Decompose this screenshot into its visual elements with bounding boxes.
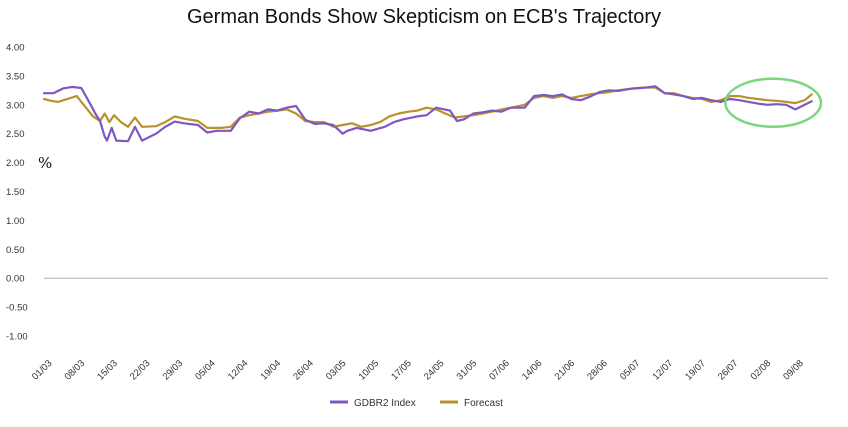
y-tick-label: 3.50 xyxy=(6,71,25,82)
y-tick-label: 1.00 xyxy=(6,216,25,227)
legend-label-gdbr2-index: GDBR2 Index xyxy=(354,398,416,409)
series-line-gdbr2-index xyxy=(42,85,813,143)
annotations xyxy=(724,77,823,129)
x-tick-label: 24/05 xyxy=(422,358,447,383)
series-line-forecast xyxy=(42,86,813,129)
x-tick-label: 07/06 xyxy=(487,358,512,383)
x-tick-label: 03/05 xyxy=(324,358,349,383)
y-tick-label: 0.50 xyxy=(6,245,25,256)
y-tick-label: -1.00 xyxy=(6,332,28,343)
highlight-ellipse xyxy=(724,77,823,129)
y-axis-ticks: 4.00 3.50 3.00 2.50 2.00 1.50 1.00 0.50 0.00 -0.5… xyxy=(6,43,28,343)
y-tick-label: 4.00 xyxy=(6,43,25,54)
series-lines xyxy=(42,85,813,143)
x-tick-label: 09/08 xyxy=(781,358,806,383)
x-tick-label: 02/08 xyxy=(749,358,774,383)
y-tick-label: 3.00 xyxy=(6,100,25,111)
chart-title: German Bonds Show Skepticism on ECB's Tr… xyxy=(186,6,661,28)
y-axis-unit-label: % xyxy=(38,154,52,172)
x-tick-label: 12/07 xyxy=(651,358,676,383)
y-tick-label: 2.50 xyxy=(6,129,25,140)
x-tick-label: 08/03 xyxy=(63,358,88,383)
x-tick-label: 12/04 xyxy=(226,358,251,383)
y-tick-label: -0.50 xyxy=(6,303,28,314)
legend-label-forecast: Forecast xyxy=(464,398,503,409)
y-tick-label: 1.50 xyxy=(6,187,25,198)
legend: GDBR2 Index Forecast xyxy=(330,398,503,409)
x-tick-label: 17/05 xyxy=(389,358,414,383)
x-axis-ticks: 01/03 08/03 15/03 22/03 29/03 05/04 12/04 19/04… xyxy=(30,358,806,383)
x-tick-label: 01/03 xyxy=(30,358,55,383)
y-tick-label: 0.00 xyxy=(6,274,25,285)
x-tick-label: 19/07 xyxy=(683,358,708,383)
x-tick-label: 22/03 xyxy=(128,358,153,383)
x-tick-label: 26/04 xyxy=(291,358,316,383)
x-tick-label: 14/06 xyxy=(520,358,545,383)
x-tick-label: 21/06 xyxy=(553,358,578,383)
x-tick-label: 05/07 xyxy=(618,358,643,383)
x-tick-label: 19/04 xyxy=(259,358,284,383)
x-tick-label: 28/06 xyxy=(585,358,610,383)
x-tick-label: 26/07 xyxy=(716,358,741,383)
x-tick-label: 15/03 xyxy=(95,358,120,383)
x-tick-label: 10/05 xyxy=(357,358,382,383)
x-tick-label: 29/03 xyxy=(161,358,186,383)
x-tick-label: 05/04 xyxy=(193,358,218,383)
y-tick-label: 2.00 xyxy=(6,158,25,169)
x-tick-label: 31/05 xyxy=(455,358,480,383)
